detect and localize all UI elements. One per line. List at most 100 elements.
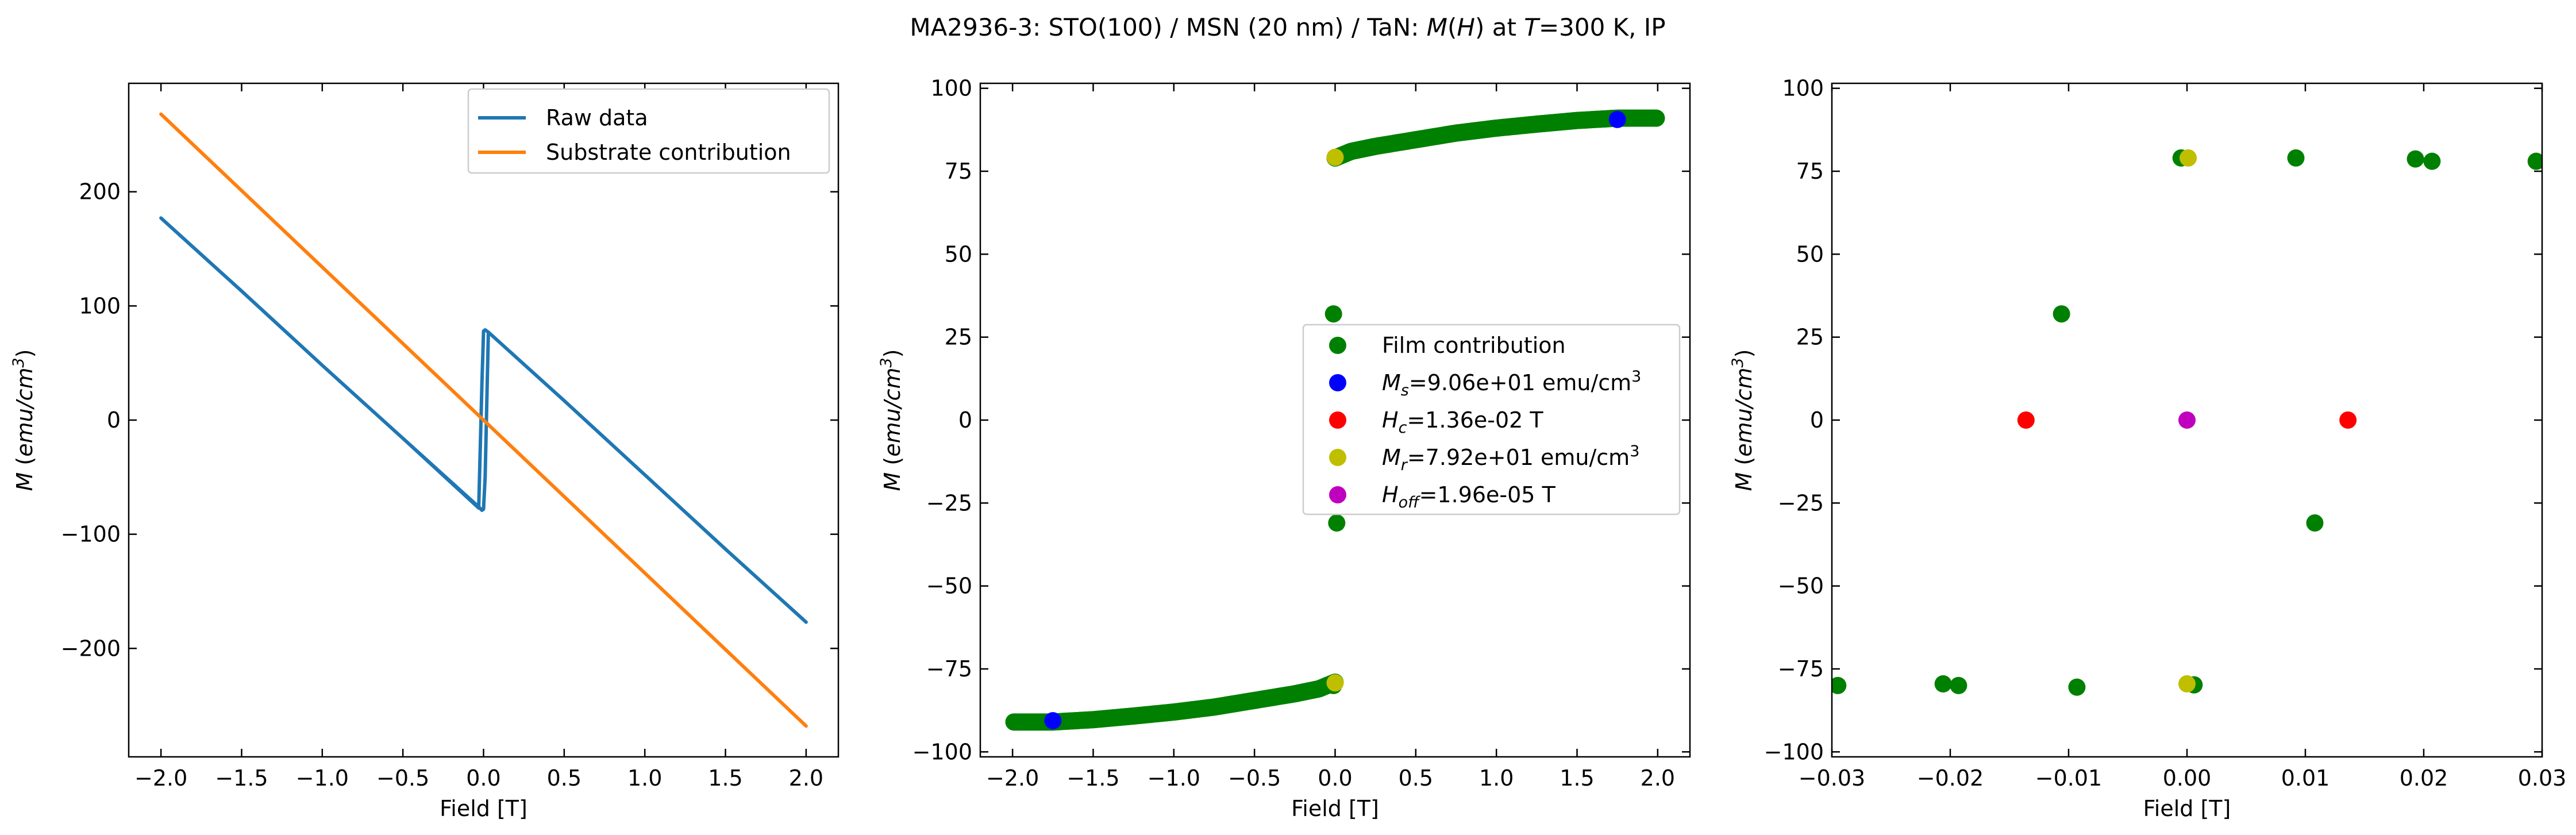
film-point xyxy=(1647,109,1665,127)
y-tick-label: −100 xyxy=(912,739,972,764)
x-tick-label: 0.02 xyxy=(2400,765,2448,791)
x-tick-label: −1.5 xyxy=(1066,765,1119,791)
text-span: off xyxy=(1399,494,1421,511)
x-tick-label: −1.5 xyxy=(215,765,268,791)
data-point xyxy=(2017,411,2035,429)
data-point xyxy=(1044,712,1062,730)
legend-label: Hoff=1.96e-05 T xyxy=(1382,482,1556,511)
data-point xyxy=(2178,411,2196,429)
x-tick-label: −0.01 xyxy=(2035,765,2102,791)
text-span: M xyxy=(12,472,37,491)
film-point xyxy=(1005,713,1023,731)
legend: Raw data Substrate contribution xyxy=(467,88,830,174)
data-point xyxy=(1950,676,1967,694)
text-span: 3 xyxy=(877,357,895,367)
text-span: 3 xyxy=(1729,357,1747,367)
legend-frame xyxy=(467,88,830,174)
y-tick-label: 100 xyxy=(79,293,121,318)
data-point xyxy=(1832,676,1847,694)
legend-label: Hc=1.36e-02 T xyxy=(1382,407,1543,437)
text-span: Film contribution xyxy=(1382,333,1566,358)
text-span: emu/cm xyxy=(880,368,905,457)
series-line xyxy=(159,112,808,728)
text-span: H xyxy=(1382,407,1399,433)
data-point xyxy=(2180,149,2197,167)
text-span: ( xyxy=(1731,457,1757,472)
x-tick-label: −1.0 xyxy=(1148,765,1200,791)
data-point xyxy=(1608,110,1626,128)
text-span: =1.96e-05 T xyxy=(1419,482,1556,507)
text-span: =300 K, IP xyxy=(1539,13,1666,41)
x-tick-label: 2.0 xyxy=(789,765,823,791)
y-axis-label: M (emu/cm3) xyxy=(10,349,37,491)
data-point xyxy=(2423,152,2441,170)
text-span: MA2936-3: STO(100) / MSN (20 nm) / TaN: xyxy=(910,13,1426,41)
data-point xyxy=(2527,152,2542,170)
y-tick-label: 100 xyxy=(1782,76,1824,101)
x-tick-label: −0.5 xyxy=(376,765,429,791)
x-tick-label: −1.0 xyxy=(296,765,349,791)
x-tick-label: −0.03 xyxy=(1799,765,1865,791)
y-tick-label: −25 xyxy=(926,490,972,515)
text-span: 3 xyxy=(1630,442,1639,460)
data-point xyxy=(2287,149,2305,167)
y-tick-label: −50 xyxy=(1778,574,1824,599)
legend-label: Substrate contribution xyxy=(546,140,791,165)
y-tick-label: 50 xyxy=(1796,241,1824,267)
x-tick-label: −0.5 xyxy=(1228,765,1281,791)
text-span: M xyxy=(880,472,905,491)
x-tick-label: 1.5 xyxy=(708,765,742,791)
x-axis-label: Field [T] xyxy=(2143,796,2231,821)
plot-area xyxy=(1005,109,1665,731)
text-span: H xyxy=(1382,482,1399,507)
y-tick-label: −25 xyxy=(1778,490,1824,515)
text-span: =1.36e-02 T xyxy=(1407,407,1543,433)
text-span: ) xyxy=(12,349,37,358)
x-tick-label: 0.00 xyxy=(2163,765,2212,791)
legend: Film contribution Ms=9.06e+01 emu/cm3 Hc=1… xyxy=(1302,324,1681,515)
y-tick-label: −75 xyxy=(926,656,972,682)
y-tick-label: −75 xyxy=(1778,656,1824,682)
x-tick-label: 0.0 xyxy=(466,765,500,791)
legend-label: Mr=7.92e+01 emu/cm3 xyxy=(1382,442,1639,474)
figure-title: MA2936-3: STO(100) / MSN (20 nm) / TaN: … xyxy=(910,13,1665,41)
panel-right: −0.03 −0.02 −0.01 0.00 0.01 0.02 0.03 −100 −75 −5… xyxy=(1729,76,2566,821)
y-tick-label: 25 xyxy=(945,325,972,350)
text-span: 3 xyxy=(10,357,28,367)
y-axis-label: M (emu/cm3) xyxy=(877,349,905,491)
data-point xyxy=(1328,514,1346,532)
legend-marker xyxy=(1329,374,1346,391)
data-point xyxy=(2306,514,2324,532)
x-axis-label: Field [T] xyxy=(440,796,527,821)
panel-left: −2.0 −1.5 −1.0 −0.5 0.0 0.5 1.0 1.5 2.0 −200 −100 0… xyxy=(10,82,840,821)
plot-area xyxy=(1832,149,2542,696)
data-point xyxy=(1326,674,1344,692)
text-span: M xyxy=(1382,445,1401,470)
y-tick-label: −100 xyxy=(61,522,121,547)
legend-label: Ms=9.06e+01 emu/cm3 xyxy=(1382,368,1641,399)
data-point xyxy=(2178,675,2196,692)
data-point xyxy=(2053,305,2070,323)
y-tick-label: 0 xyxy=(1810,407,1824,433)
y-tick-label: 75 xyxy=(1796,159,1824,184)
text-span: ) xyxy=(1731,349,1757,358)
x-axis-label: Field [T] xyxy=(1291,796,1379,821)
text-span: M xyxy=(1427,13,1447,41)
x-tick-label: 0.03 xyxy=(2518,765,2567,791)
plot-area xyxy=(159,112,808,728)
text-span: T xyxy=(1524,13,1541,41)
legend-label: Raw data xyxy=(546,105,648,130)
data-point xyxy=(2068,678,2086,696)
text-span: M xyxy=(1382,370,1401,395)
legend-frame xyxy=(1302,324,1681,515)
x-tick-label: 0.01 xyxy=(2281,765,2330,791)
data-point xyxy=(1934,675,1952,692)
text-span: ) xyxy=(880,349,905,358)
x-tick-label: −0.02 xyxy=(1917,765,1984,791)
y-tick-label: −100 xyxy=(1764,739,1824,764)
legend-label: Film contribution xyxy=(1382,333,1566,358)
legend-marker xyxy=(1329,411,1346,429)
y-tick-label: −50 xyxy=(926,574,972,599)
data-point xyxy=(1324,305,1342,323)
